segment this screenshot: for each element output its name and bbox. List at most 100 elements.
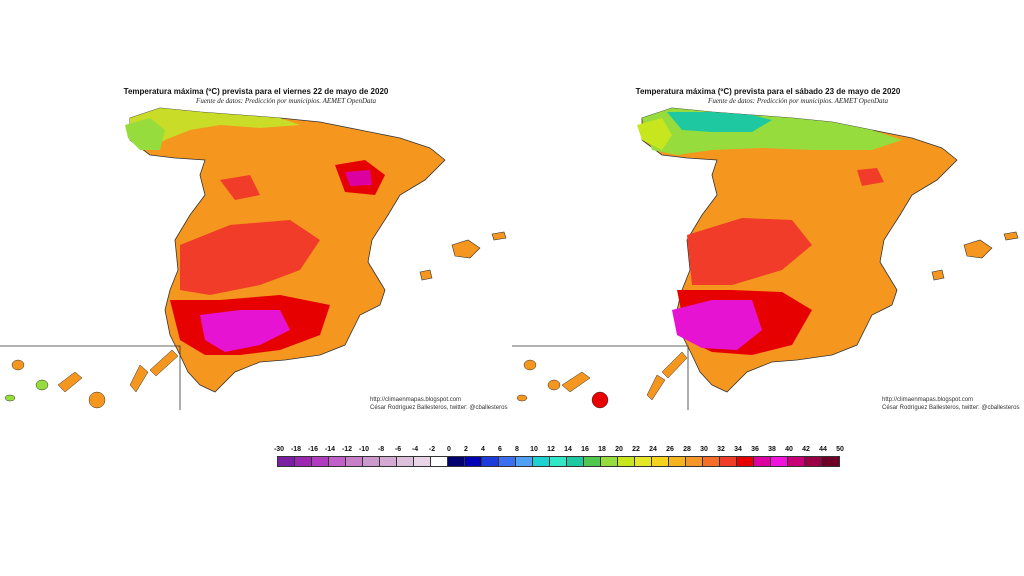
legend-swatch [703, 457, 720, 466]
north-coast-zone [130, 108, 300, 150]
legend-label: 6 [498, 446, 502, 453]
legend-swatch [329, 457, 346, 466]
balearic-ibiza [931, 269, 945, 281]
hot-zone-ebro-core [345, 170, 372, 186]
legend-swatch [448, 457, 465, 466]
legend-swatch [550, 457, 567, 466]
canary-island [4, 394, 16, 402]
credit-author: César Rodríguez Ballesteros, twitter: @c… [370, 405, 508, 411]
map-panel-saturday: Temperatura máxima (ºC) prevista para el… [512, 0, 1024, 430]
legend-label: 42 [802, 446, 810, 453]
legend-swatch [414, 457, 431, 466]
legend-swatch [482, 457, 499, 466]
legend-label: 40 [785, 446, 793, 453]
legend-swatch [533, 457, 550, 466]
legend-swatch [771, 457, 788, 466]
legend-swatch [584, 457, 601, 466]
hot-zone-center [687, 218, 812, 285]
legend-swatch [720, 457, 737, 466]
map-source: Fuente de datos: Predicción por municipi… [196, 97, 376, 105]
map-source: Fuente de datos: Predicción por municipi… [708, 97, 888, 105]
legend-label: 18 [598, 446, 606, 453]
balearic-mallorca [963, 239, 993, 259]
canary-island [516, 394, 528, 402]
legend-label: 36 [751, 446, 759, 453]
legend-label: 0 [447, 446, 451, 453]
legend-label: 26 [666, 446, 674, 453]
legend-swatch [686, 457, 703, 466]
canary-island [661, 351, 688, 379]
canary-island [88, 391, 106, 409]
legend-swatch [516, 457, 533, 466]
canary-island [57, 371, 83, 393]
legend-label: 44 [819, 446, 827, 453]
canary-island [523, 359, 537, 371]
northwest-zone [637, 118, 672, 150]
credit-url: http://climaenmapas.blogspot.com [882, 397, 974, 403]
legend-label: 38 [768, 446, 776, 453]
canary-island [591, 391, 609, 409]
legend-color-bar [277, 456, 840, 467]
legend-swatch [465, 457, 482, 466]
balearic-mallorca [451, 239, 481, 259]
legend-label: -18 [290, 446, 302, 453]
legend-swatch [669, 457, 686, 466]
legend-label: -30 [273, 446, 285, 453]
legend-label: -6 [394, 446, 402, 453]
legend-label: -12 [341, 446, 353, 453]
hot-zone-ebro [857, 168, 884, 186]
legend-label: -14 [324, 446, 336, 453]
legend-swatch [635, 457, 652, 466]
map-title: Temperatura máxima (ºC) prevista para el… [635, 87, 901, 96]
spain-temperature-map [512, 107, 1019, 410]
legend-label: 30 [700, 446, 708, 453]
legend-label: -10 [358, 446, 370, 453]
canary-island [561, 371, 591, 393]
canary-island [547, 379, 561, 391]
legend-swatch [737, 457, 754, 466]
legend-swatch [788, 457, 805, 466]
balearic-menorca [491, 231, 507, 241]
legend-swatch [754, 457, 771, 466]
credit-url: http://climaenmapas.blogspot.com [370, 397, 462, 403]
legend-swatch [567, 457, 584, 466]
canary-inset-frame [0, 345, 181, 410]
legend-swatch [295, 457, 312, 466]
spain-temperature-map [0, 107, 507, 410]
legend-swatch [822, 457, 839, 466]
legend-swatch [380, 457, 397, 466]
canary-island [149, 349, 179, 377]
legend-label: 22 [632, 446, 640, 453]
legend-swatch [601, 457, 618, 466]
legend-swatch [431, 457, 448, 466]
hot-zone-duero [220, 175, 260, 200]
legend-swatch [278, 457, 295, 466]
legend-label: 20 [615, 446, 623, 453]
credit-author: César Rodríguez Ballesteros, twitter: @c… [882, 405, 1020, 411]
legend-label: 34 [734, 446, 742, 453]
legend-swatch [805, 457, 822, 466]
canary-island [35, 379, 49, 391]
legend-label: 2 [464, 446, 468, 453]
map-panel-friday: Temperatura máxima (ºC) prevista para el… [0, 0, 512, 430]
canary-island [646, 374, 666, 401]
canary-inset-frame [512, 345, 689, 410]
legend-label: 32 [717, 446, 725, 453]
legend-swatch [397, 457, 414, 466]
canary-island [11, 359, 25, 371]
legend-label: 24 [649, 446, 657, 453]
legend-swatch [346, 457, 363, 466]
legend-label: 14 [564, 446, 572, 453]
canary-island [129, 364, 149, 393]
balearic-ibiza [419, 269, 433, 281]
map-title: Temperatura máxima (ºC) prevista para el… [123, 87, 389, 96]
hottest-zone [672, 300, 762, 350]
legend-swatch [312, 457, 329, 466]
northwest-zone [125, 118, 165, 150]
hottest-zone [200, 310, 290, 352]
cantabrian-cool-zone [667, 112, 772, 132]
balearic-menorca [1003, 231, 1019, 241]
legend-swatch [499, 457, 516, 466]
hot-zone-center [180, 220, 320, 295]
legend-swatch [363, 457, 380, 466]
